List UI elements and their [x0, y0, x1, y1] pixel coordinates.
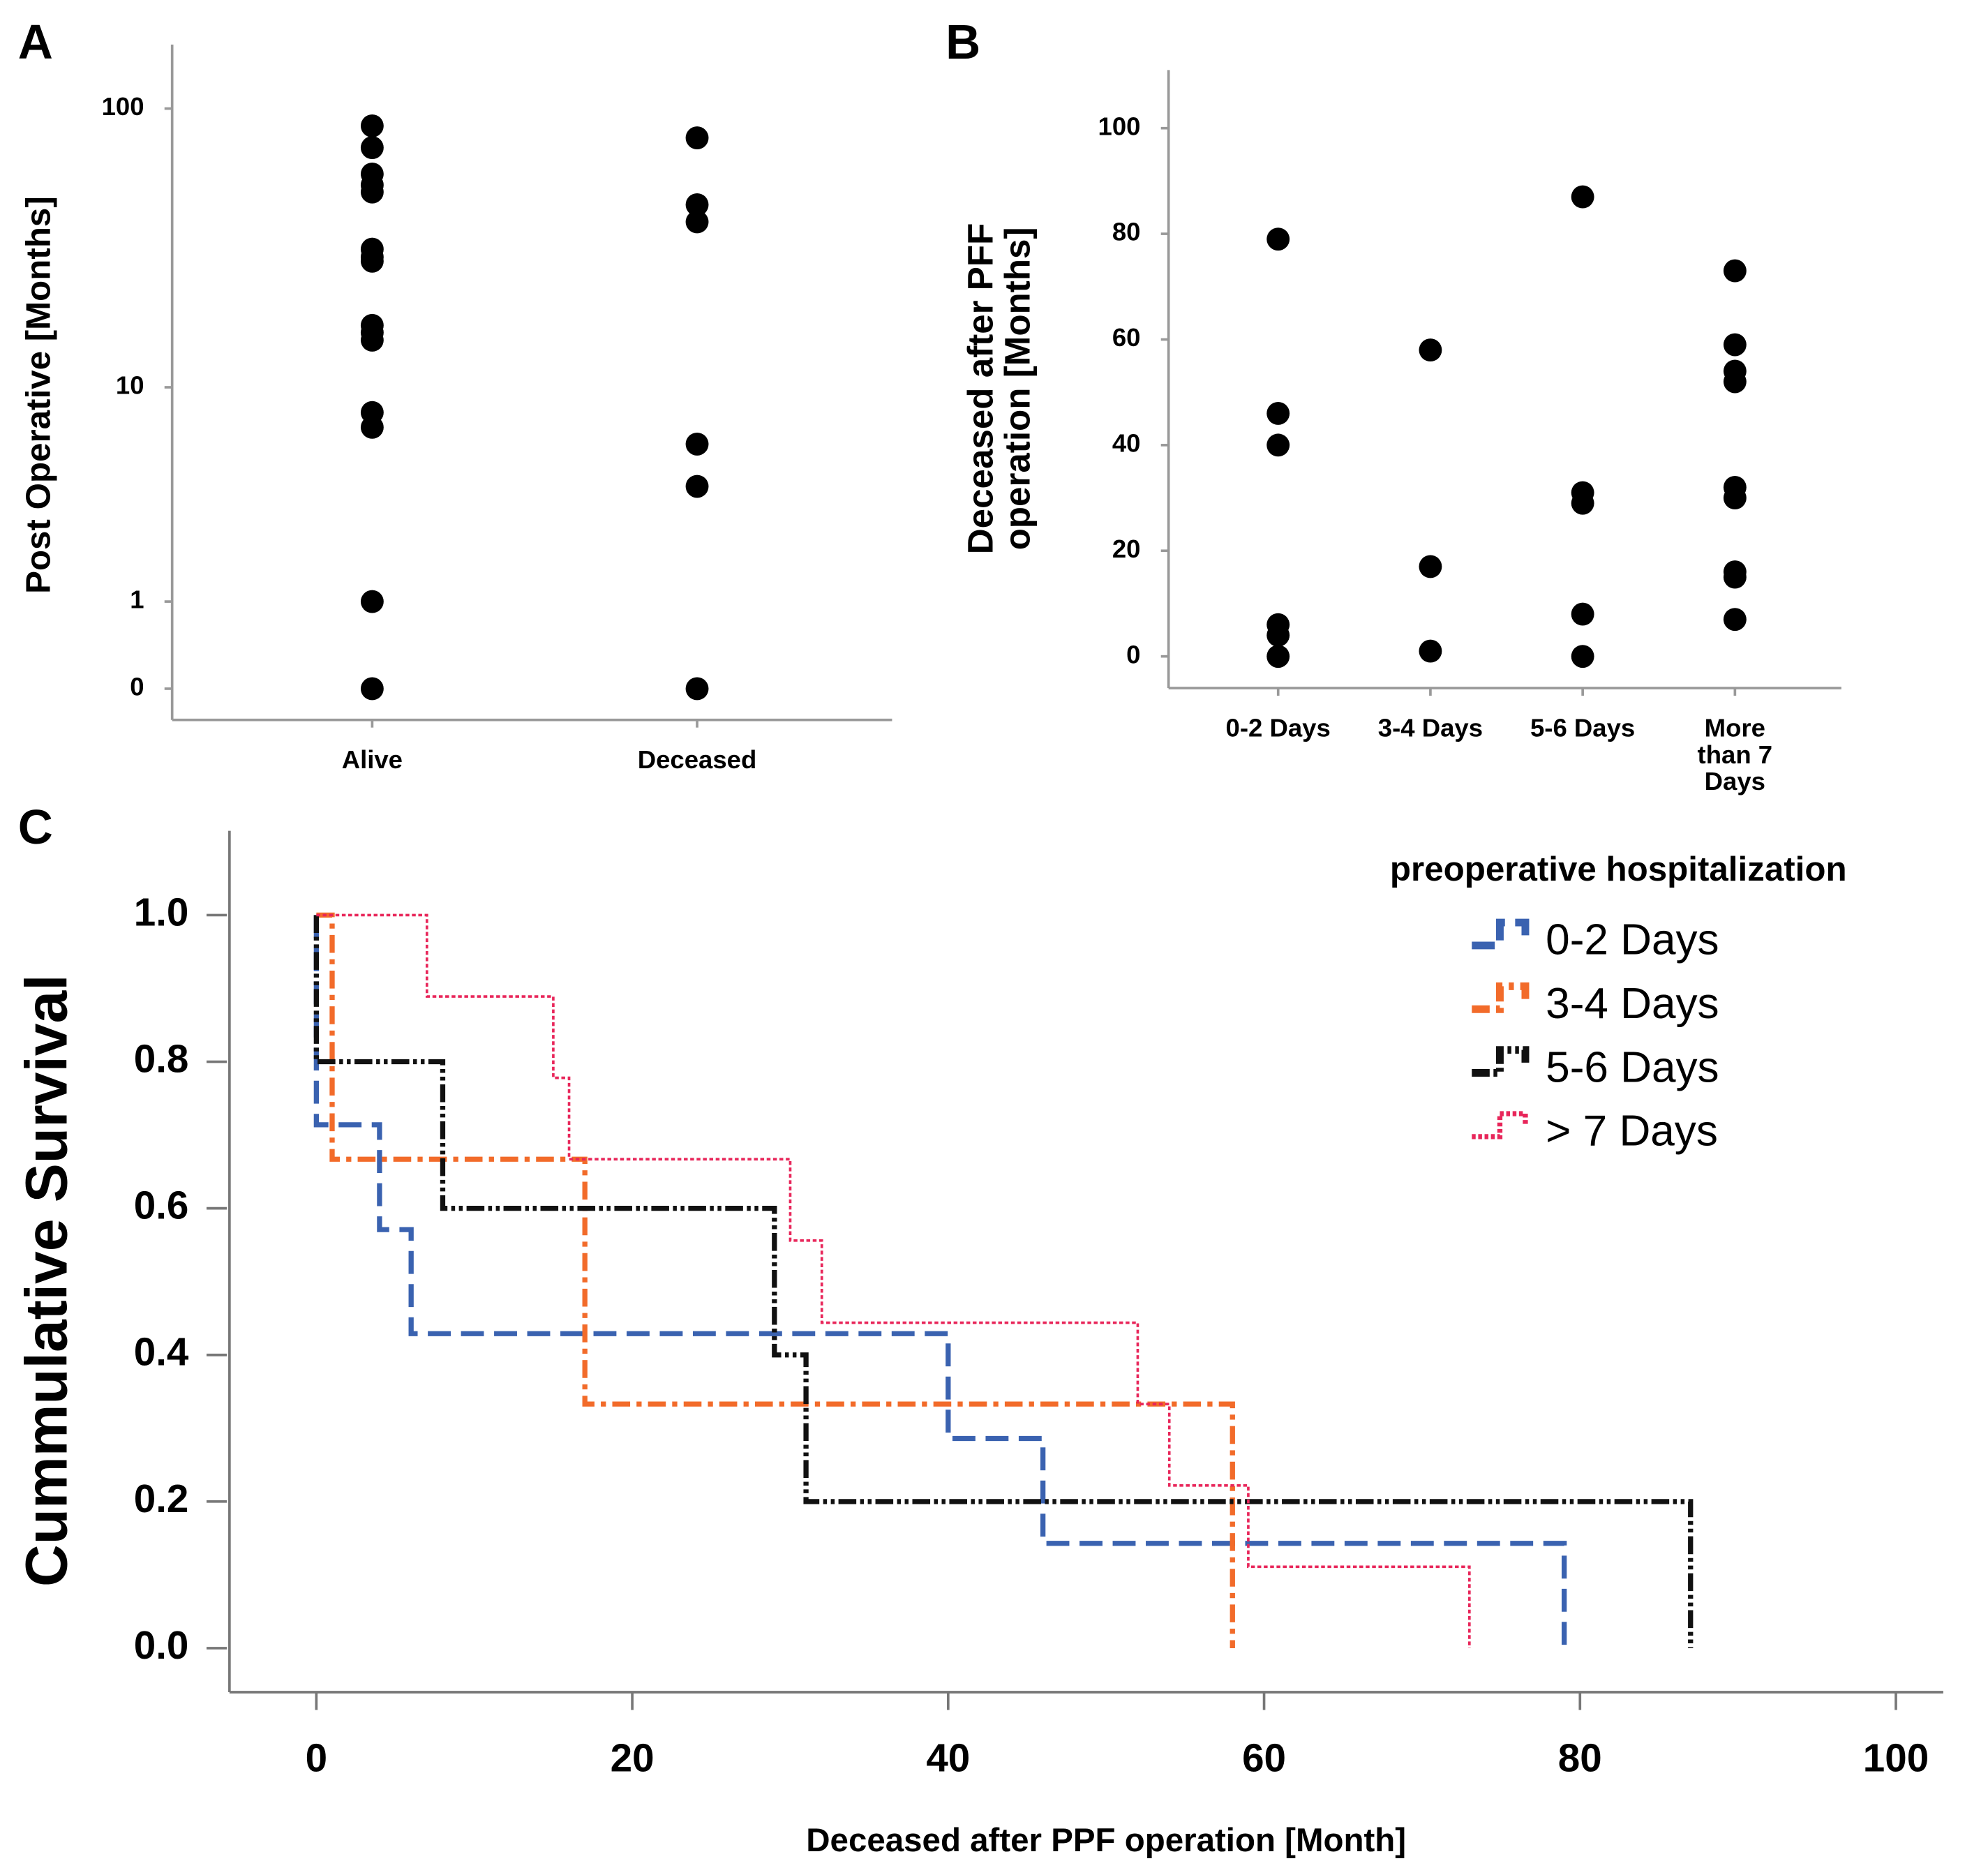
x-tick-label: 0-2 Days	[1225, 716, 1331, 743]
legend-label: > 7 Days	[1546, 1107, 1718, 1156]
survival-curve	[313, 915, 1567, 1648]
panel-label: C	[18, 800, 53, 854]
data-point	[1571, 185, 1594, 209]
x-tick-label: 20	[611, 1736, 655, 1780]
y-tick-label: 20	[1112, 535, 1141, 563]
y-tick-label: 10	[116, 371, 144, 400]
y-tick-label: 100	[1098, 112, 1141, 140]
x-tick-label: Alive	[341, 747, 403, 775]
x-tick-label: 3-4 Days	[1377, 716, 1483, 743]
x-tick-label-box: 0-2 Days	[1225, 716, 1331, 743]
panel-label: B	[946, 15, 980, 69]
y-tick-label: 100	[102, 92, 144, 121]
data-point	[1723, 608, 1747, 632]
legend-label: 3-4 Days	[1546, 980, 1719, 1028]
data-point	[360, 677, 384, 701]
data-point	[1723, 486, 1747, 510]
y-tick-label: 40	[1112, 429, 1141, 458]
data-point	[1571, 645, 1594, 668]
y-tick-label: 1	[130, 585, 144, 614]
y-tick-label: 60	[1112, 323, 1141, 352]
legend-swatch	[1472, 1046, 1530, 1077]
y-tick-label: 0.2	[134, 1477, 189, 1520]
data-point	[1266, 433, 1290, 457]
x-tick-label-box: Deceased	[637, 747, 757, 775]
x-tick-label: 0	[306, 1736, 327, 1780]
x-tick-label-box: Alive	[341, 747, 403, 775]
x-tick-label-box: 5-6 Days	[1530, 716, 1636, 743]
legend-label: 5-6 Days	[1546, 1043, 1719, 1091]
data-point	[1723, 370, 1747, 394]
y-axis-label: Post Operative [Months]	[20, 196, 58, 594]
x-tick-label: 40	[926, 1736, 970, 1780]
data-point	[1266, 623, 1290, 647]
x-tick-label: Deceased	[637, 747, 757, 775]
legend-label: 0-2 Days	[1546, 916, 1719, 964]
y-tick-label: 0	[1126, 640, 1140, 668]
data-point	[685, 432, 709, 456]
y-tick-label: 0.4	[134, 1330, 189, 1374]
y-tick-label: 1.0	[134, 890, 189, 934]
y-axis-label: Cummulative Survival	[13, 974, 79, 1586]
y-tick-label: 80	[1112, 218, 1141, 246]
y-tick-label: 0.6	[134, 1183, 189, 1227]
x-axis-label: Deceased after PPF operation [Month]	[806, 1822, 1406, 1859]
survival-curve	[313, 915, 1694, 1648]
data-point	[1571, 491, 1594, 515]
data-point	[360, 415, 384, 439]
data-point	[1266, 227, 1290, 251]
data-point	[1266, 402, 1290, 425]
survival-curve	[316, 913, 1471, 1648]
x-tick-label: 60	[1242, 1736, 1286, 1780]
data-point	[685, 126, 709, 150]
x-tick-label-box: 3-4 Days	[1377, 716, 1483, 743]
legend-swatch	[1472, 918, 1530, 950]
data-point	[685, 210, 709, 234]
x-tick-label-box: More than 7 Days	[1697, 716, 1773, 797]
y-axis-label-box: Deceased after PFF operation [Months]	[962, 223, 1038, 555]
data-point	[1419, 639, 1442, 663]
data-point	[360, 329, 384, 352]
data-point	[360, 136, 384, 160]
data-point	[360, 180, 384, 204]
y-tick-label: 0	[130, 673, 144, 701]
data-point	[1723, 565, 1747, 589]
data-point	[1571, 602, 1594, 626]
data-point	[1266, 645, 1290, 668]
data-point	[1419, 338, 1442, 362]
legend-swatch	[1472, 982, 1530, 1013]
y-tick-label: 0.0	[134, 1623, 189, 1667]
data-point	[1419, 555, 1442, 578]
x-tick-label: 100	[1863, 1736, 1929, 1780]
data-point	[685, 193, 709, 216]
panel-label: A	[18, 15, 53, 69]
data-point	[1723, 333, 1747, 357]
data-point	[1723, 259, 1747, 283]
data-point	[685, 677, 709, 701]
x-tick-label: 80	[1558, 1736, 1602, 1780]
legend-swatch	[1472, 1111, 1528, 1140]
data-point	[360, 249, 384, 273]
data-point	[360, 590, 384, 613]
data-point	[360, 114, 384, 137]
legend-title: preoperative hospitalization	[1390, 850, 1847, 888]
data-point	[685, 475, 709, 498]
y-tick-label: 0.8	[134, 1036, 189, 1080]
x-tick-label: More than 7 Days	[1697, 716, 1773, 797]
x-tick-label: 5-6 Days	[1530, 716, 1636, 743]
y-axis-label: Deceased after PFF operation [Months]	[962, 223, 1038, 555]
